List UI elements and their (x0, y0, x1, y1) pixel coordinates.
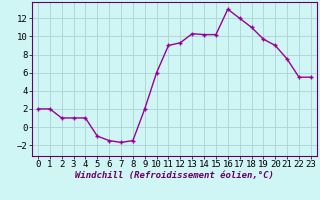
X-axis label: Windchill (Refroidissement éolien,°C): Windchill (Refroidissement éolien,°C) (75, 171, 274, 180)
